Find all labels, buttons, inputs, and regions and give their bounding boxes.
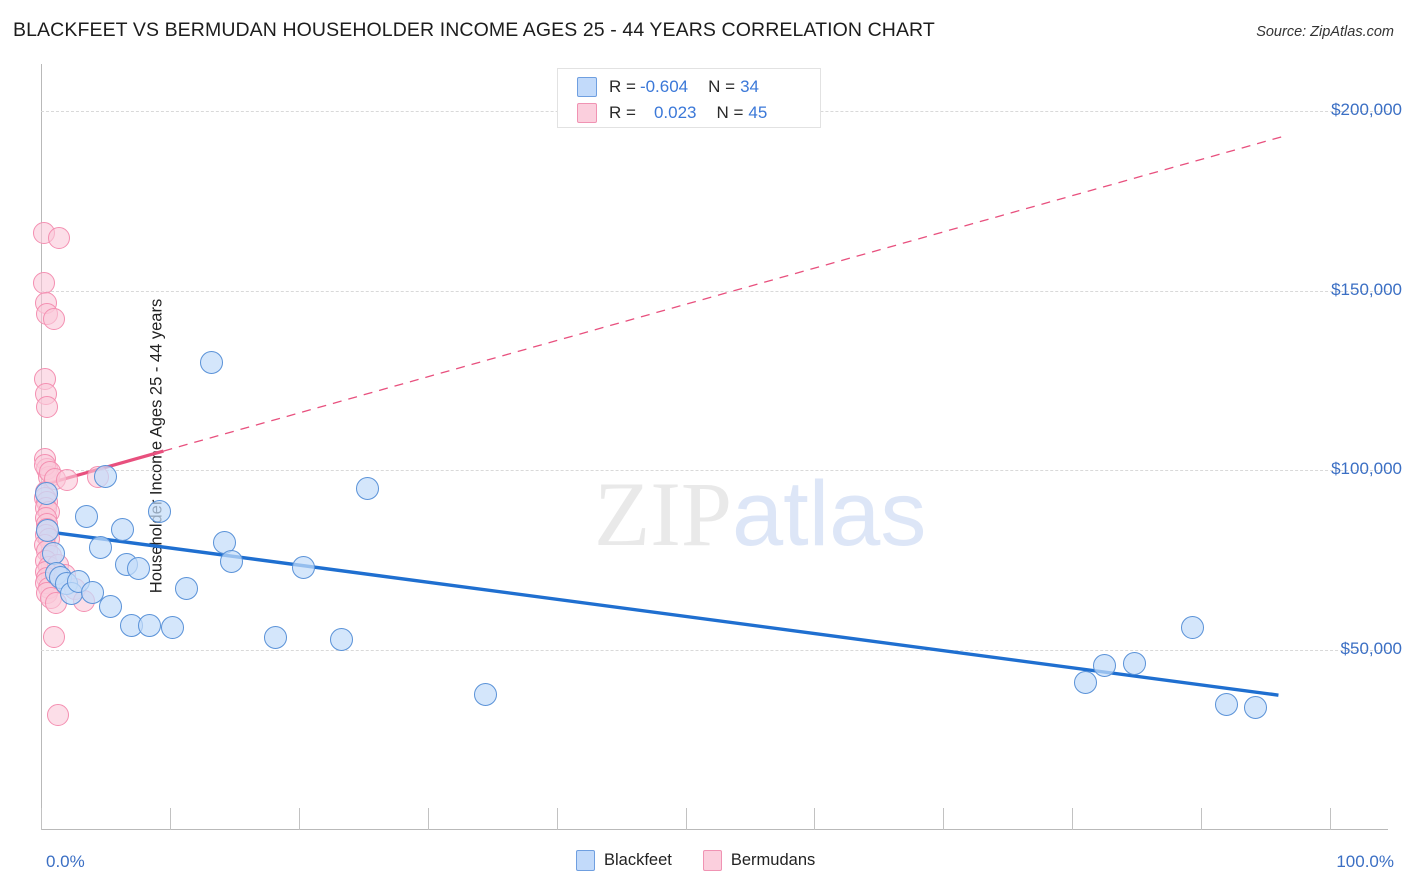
blackfeet-data-point[interactable] bbox=[1073, 671, 1097, 695]
stats-row-blackfeet: R = -0.604 N = 34 bbox=[558, 74, 820, 100]
bermudans-data-point[interactable] bbox=[36, 396, 59, 419]
x-tick bbox=[685, 808, 687, 830]
y-tick-label: $50,000 bbox=[1340, 639, 1402, 659]
blackfeet-data-point[interactable] bbox=[99, 595, 123, 619]
blackfeet-data-point[interactable] bbox=[329, 627, 353, 651]
blackfeet-trendline bbox=[45, 529, 1279, 697]
blackfeet-swatch-icon bbox=[577, 77, 597, 97]
series-legend: Blackfeet Bermudans bbox=[576, 850, 837, 871]
blackfeet-data-point[interactable] bbox=[127, 556, 151, 580]
blackfeet-data-point[interactable] bbox=[220, 550, 244, 574]
bermudans-legend-swatch-icon bbox=[702, 850, 722, 871]
blackfeet-data-point[interactable] bbox=[81, 580, 105, 604]
blackfeet-data-point[interactable] bbox=[264, 625, 288, 649]
blackfeet-data-point[interactable] bbox=[1215, 692, 1239, 716]
blackfeet-data-point[interactable] bbox=[1180, 616, 1204, 640]
y-tick-label: $200,000 bbox=[1331, 99, 1402, 119]
bermudans-r-label: R = bbox=[609, 103, 636, 122]
blackfeet-data-point[interactable] bbox=[355, 476, 379, 500]
blackfeet-data-point[interactable] bbox=[1122, 652, 1146, 676]
bermudans-data-point[interactable] bbox=[42, 308, 65, 331]
blackfeet-n-value: 34 bbox=[740, 77, 759, 96]
bermudans-swatch-icon bbox=[577, 103, 597, 123]
x-tick bbox=[814, 808, 816, 830]
blackfeet-data-point[interactable] bbox=[175, 576, 199, 600]
blackfeet-data-point[interactable] bbox=[34, 482, 58, 506]
x-tick bbox=[943, 808, 945, 830]
blackfeet-data-point[interactable] bbox=[148, 499, 172, 523]
blackfeet-data-point[interactable] bbox=[1243, 695, 1267, 719]
trend-lines bbox=[43, 135, 1286, 697]
blackfeet-data-point[interactable] bbox=[199, 350, 223, 374]
y-axis-line bbox=[41, 64, 42, 830]
bermudans-n-value: 45 bbox=[748, 103, 768, 122]
bermudans-legend-label: Bermudans bbox=[730, 851, 816, 869]
bermudans-r-value: 0.023 bbox=[653, 103, 697, 122]
bermudans-n-label: N = bbox=[716, 103, 744, 122]
blackfeet-data-point[interactable] bbox=[88, 535, 112, 559]
blackfeet-r-label: R = bbox=[609, 77, 636, 96]
bermudans-data-point[interactable] bbox=[46, 704, 69, 727]
blackfeet-legend-label: Blackfeet bbox=[604, 851, 672, 869]
blackfeet-data-point[interactable] bbox=[1092, 654, 1116, 678]
source-attribution: Source: ZipAtlas.com bbox=[1256, 24, 1394, 40]
blackfeet-data-point[interactable] bbox=[35, 519, 59, 543]
bermudans-data-point[interactable] bbox=[48, 227, 71, 250]
x-tick bbox=[1330, 808, 1331, 830]
legend-item-blackfeet[interactable]: Blackfeet bbox=[576, 850, 672, 871]
blackfeet-data-point[interactable] bbox=[292, 556, 316, 580]
blackfeet-data-point[interactable] bbox=[474, 682, 498, 706]
x-tick bbox=[41, 808, 42, 830]
y-tick-label: $150,000 bbox=[1331, 279, 1402, 299]
page-title: BLACKFEET VS BERMUDAN HOUSEHOLDER INCOME… bbox=[13, 19, 935, 41]
plot-area: ZIPatlas bbox=[33, 64, 1388, 830]
blackfeet-n-label: N = bbox=[708, 77, 736, 96]
gridline bbox=[41, 650, 1388, 652]
blackfeet-r-value: -0.604 bbox=[639, 77, 689, 96]
x-axis-max-label: 100.0% bbox=[1336, 852, 1394, 871]
blackfeet-data-point[interactable] bbox=[93, 464, 117, 488]
x-tick bbox=[169, 808, 171, 830]
bermudans-data-point[interactable] bbox=[55, 469, 78, 492]
x-tick bbox=[1201, 808, 1203, 830]
x-axis-min-label: 0.0% bbox=[46, 852, 85, 871]
bermudans-trendline-dashed bbox=[163, 135, 1286, 452]
gridline bbox=[41, 290, 1388, 292]
x-tick bbox=[1072, 808, 1074, 830]
blackfeet-data-point[interactable] bbox=[110, 517, 134, 541]
blackfeet-data-point[interactable] bbox=[160, 616, 184, 640]
x-tick bbox=[556, 808, 558, 830]
x-axis-line bbox=[41, 829, 1388, 830]
x-tick bbox=[427, 808, 429, 830]
blackfeet-legend-swatch-icon bbox=[576, 850, 595, 871]
y-tick-label: $100,000 bbox=[1331, 459, 1402, 479]
x-tick bbox=[298, 808, 300, 830]
bermudans-data-point[interactable] bbox=[42, 625, 65, 648]
blackfeet-data-point[interactable] bbox=[74, 504, 98, 528]
blackfeet-data-point[interactable] bbox=[137, 614, 161, 638]
gridline bbox=[41, 470, 1388, 472]
legend-item-bermudans[interactable]: Bermudans bbox=[702, 850, 816, 871]
stats-row-bermudans: R = 0.023 N = 45 bbox=[558, 100, 820, 126]
correlation-stats-legend: R = -0.604 N = 34 R = 0.023 N = 45 bbox=[557, 68, 821, 128]
